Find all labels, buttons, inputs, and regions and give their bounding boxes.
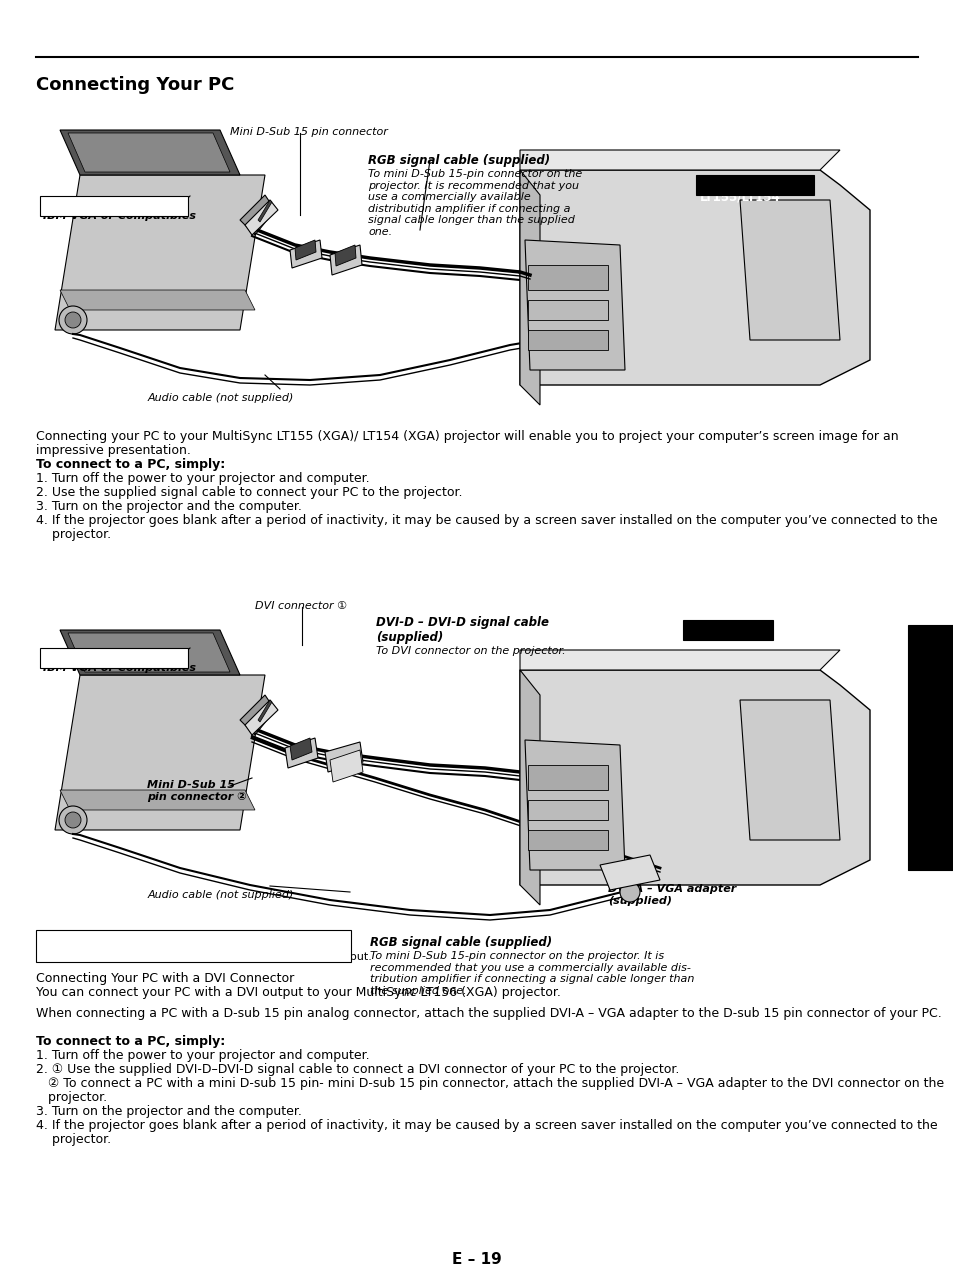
Text: Connection Option ① when using DVI output.: Connection Option ① when using DVI outpu…	[40, 940, 291, 950]
Polygon shape	[294, 240, 315, 260]
Circle shape	[65, 812, 81, 828]
Text: DVI-A – VGA adapter
(supplied): DVI-A – VGA adapter (supplied)	[607, 884, 736, 906]
Bar	[696, 175, 813, 195]
Polygon shape	[524, 240, 624, 369]
Text: To connect to a PC, simply:: To connect to a PC, simply:	[36, 457, 225, 471]
Polygon shape	[60, 130, 240, 175]
Bar	[36, 930, 351, 962]
Text: To mini D-Sub 15-pin connector on the projector. It is
recommended that you use : To mini D-Sub 15-pin connector on the pr…	[370, 950, 694, 996]
Text: To mini D-Sub 15-pin connector on the
projector. It is recommended that you
use : To mini D-Sub 15-pin connector on the pr…	[368, 169, 581, 237]
Text: 4. If the projector goes blank after a period of inactivity, it may be caused by: 4. If the projector goes blank after a p…	[36, 513, 937, 527]
Polygon shape	[68, 633, 230, 671]
Text: 2. Use the supplied signal cable to connect your PC to the projector.: 2. Use the supplied signal cable to conn…	[36, 485, 462, 499]
Text: IBM VGA or Compatibles: IBM VGA or Compatibles	[43, 662, 195, 673]
Text: LT155/LT154: LT155/LT154	[700, 191, 780, 204]
Text: projector.: projector.	[36, 527, 111, 541]
Bar	[40, 196, 188, 217]
Polygon shape	[68, 132, 230, 172]
Text: 3. Turn on the projector and the computer.: 3. Turn on the projector and the compute…	[36, 499, 301, 513]
Polygon shape	[519, 650, 840, 670]
Polygon shape	[519, 169, 869, 385]
Text: IBM VGA or Compatibles: IBM VGA or Compatibles	[43, 211, 195, 220]
Bar	[40, 648, 188, 668]
Text: Audio cable (not supplied): Audio cable (not supplied)	[148, 891, 294, 899]
Text: DVI-D – DVI-D signal cable: DVI-D – DVI-D signal cable	[375, 617, 548, 629]
Polygon shape	[290, 240, 322, 268]
Polygon shape	[519, 670, 539, 905]
Circle shape	[59, 306, 87, 334]
Polygon shape	[330, 750, 363, 782]
Polygon shape	[55, 675, 265, 829]
Polygon shape	[740, 200, 840, 340]
Bar	[527, 299, 607, 320]
Text: (supplied): (supplied)	[375, 631, 443, 643]
Polygon shape	[330, 245, 361, 275]
Text: Connection Option ② when using mini D-Sub 15 pin output.: Connection Option ② when using mini D-Su…	[40, 952, 372, 962]
Text: To connect to a PC, simply:: To connect to a PC, simply:	[36, 1034, 225, 1049]
Bar	[682, 620, 772, 640]
Text: E – 19: E – 19	[452, 1252, 501, 1268]
Circle shape	[59, 806, 87, 834]
Polygon shape	[599, 855, 659, 891]
Text: DVI connector ①: DVI connector ①	[254, 601, 347, 612]
Polygon shape	[245, 200, 277, 234]
Text: LT156: LT156	[686, 636, 724, 648]
Circle shape	[619, 882, 639, 902]
Polygon shape	[240, 195, 274, 234]
Polygon shape	[60, 631, 240, 675]
Polygon shape	[257, 699, 272, 722]
Polygon shape	[740, 699, 840, 840]
Text: 3. Turn on the projector and the computer.: 3. Turn on the projector and the compute…	[36, 1105, 301, 1119]
Text: You can connect your PC with a DVI output to your MultiSync LT156 (XGA) projecto: You can connect your PC with a DVI outpu…	[36, 986, 560, 999]
Circle shape	[65, 312, 81, 327]
Text: projector.: projector.	[36, 1091, 107, 1105]
Text: To DVI connector on the projector.: To DVI connector on the projector.	[375, 646, 565, 656]
Text: 1. Turn off the power to your projector and computer.: 1. Turn off the power to your projector …	[36, 471, 369, 485]
Polygon shape	[335, 245, 355, 266]
Polygon shape	[240, 696, 274, 735]
Polygon shape	[524, 740, 624, 870]
Text: Mini D-Sub 15 pin connector: Mini D-Sub 15 pin connector	[230, 127, 388, 138]
Bar	[907, 626, 953, 870]
Polygon shape	[55, 175, 265, 330]
Text: projector.: projector.	[36, 1133, 111, 1147]
Polygon shape	[325, 741, 363, 772]
Text: RGB signal cable (supplied): RGB signal cable (supplied)	[368, 154, 550, 167]
Text: 1. Turn off the power to your projector and computer.: 1. Turn off the power to your projector …	[36, 1049, 369, 1063]
Text: When connecting a PC with a D-sub 15 pin analog connector, attach the supplied D: When connecting a PC with a D-sub 15 pin…	[36, 1006, 941, 1020]
Polygon shape	[519, 169, 539, 405]
Text: 4. If the projector goes blank after a period of inactivity, it may be caused by: 4. If the projector goes blank after a p…	[36, 1119, 937, 1133]
Text: Connecting Your PC with a DVI Connector: Connecting Your PC with a DVI Connector	[36, 972, 294, 985]
Polygon shape	[60, 790, 254, 810]
Polygon shape	[257, 200, 272, 222]
Text: Mini D-Sub 15
pin connector ②: Mini D-Sub 15 pin connector ②	[147, 780, 246, 801]
Text: RGB signal cable (supplied): RGB signal cable (supplied)	[370, 936, 552, 949]
Circle shape	[530, 330, 550, 350]
Bar	[527, 265, 607, 290]
Polygon shape	[519, 150, 840, 169]
Polygon shape	[245, 699, 277, 735]
Text: ② To connect a PC with a mini D-sub 15 pin- mini D-sub 15 pin connector, attach : ② To connect a PC with a mini D-sub 15 p…	[36, 1077, 943, 1091]
Bar	[527, 800, 607, 820]
Text: Connecting your PC to your MultiSync LT155 (XGA)/ LT154 (XGA) projector will ena: Connecting your PC to your MultiSync LT1…	[36, 431, 898, 443]
Bar	[527, 829, 607, 850]
Polygon shape	[285, 738, 317, 768]
Polygon shape	[290, 738, 312, 761]
Bar	[527, 764, 607, 790]
Polygon shape	[60, 290, 254, 310]
Text: impressive presentation.: impressive presentation.	[36, 445, 191, 457]
Text: Audio cable (not supplied): Audio cable (not supplied)	[148, 392, 294, 403]
Text: 2. ① Use the supplied DVI-D–DVI-D signal cable to connect a DVI connector of you: 2. ① Use the supplied DVI-D–DVI-D signal…	[36, 1063, 679, 1077]
Polygon shape	[519, 670, 869, 885]
Text: Connecting Your PC: Connecting Your PC	[36, 76, 234, 94]
Bar	[527, 330, 607, 350]
